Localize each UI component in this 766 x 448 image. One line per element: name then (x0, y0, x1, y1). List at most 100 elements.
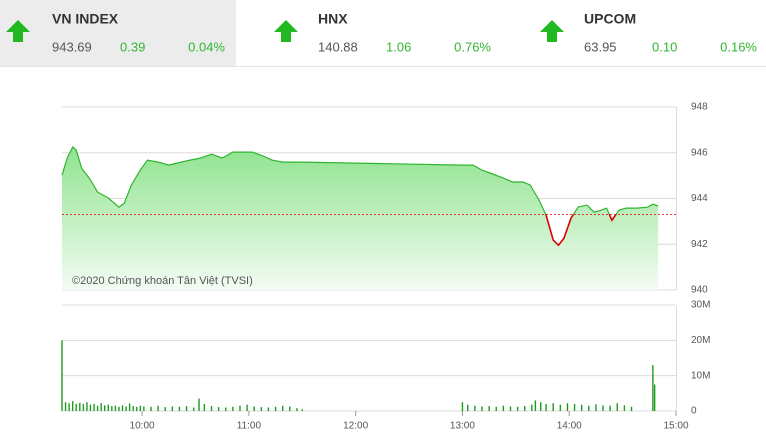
volume-bar (566, 403, 569, 411)
volume-bar (132, 406, 134, 411)
volume-bar (178, 406, 181, 411)
volume-bar (89, 404, 92, 411)
charts: 940 942 944 946 948 ©2020 Chứng khoán Tân Việ… (61, 102, 710, 432)
volume-bar (552, 403, 554, 411)
index-price: 63.95 (584, 39, 617, 54)
volume-bar (652, 365, 654, 411)
volume-bar (104, 405, 106, 411)
volume-bar (114, 405, 117, 411)
volume-bar (107, 404, 109, 411)
volume-bar (93, 403, 95, 411)
index-price: 943.69 (52, 39, 92, 54)
volume-bar (545, 403, 547, 411)
volume-bar (210, 406, 213, 411)
index-change: 1.06 (386, 39, 411, 54)
volume-bar (125, 406, 127, 411)
volume-bar (502, 405, 505, 411)
x-tick-label: 11:00 (237, 421, 262, 432)
volume-bar (534, 400, 537, 411)
volume-bar (509, 406, 512, 411)
x-tick-label: 12:00 (343, 421, 368, 432)
volume-bar (260, 407, 263, 411)
active-tab[interactable] (0, 0, 236, 66)
volume-bar (121, 405, 124, 411)
volume-bar (239, 405, 241, 411)
volume-bar (64, 402, 67, 411)
price-line-up (61, 146, 659, 215)
volume-bar (559, 404, 562, 411)
volume-bar (281, 405, 284, 411)
index-percent: 0.04% (188, 39, 225, 54)
volume-bar (86, 402, 88, 411)
volume-bar (602, 405, 604, 411)
volume-bar (203, 403, 206, 411)
volume-bar (516, 406, 519, 411)
volume-bar (128, 403, 131, 411)
volume-bar (143, 406, 145, 411)
volume-bar (481, 406, 483, 411)
volume-bar (96, 405, 99, 411)
volume-bar (198, 398, 200, 411)
index-tabs: VN INDEX 943.69 0.39 0.04% HNX 140.88 1.06 0.76… (52, 11, 757, 55)
index-change: 0.39 (120, 39, 145, 54)
volume-bar (100, 403, 102, 411)
volume-bar (540, 402, 542, 411)
y-tick-label: 940 (691, 285, 708, 296)
volume-bar (573, 403, 576, 411)
volume-bar (524, 406, 526, 411)
volume-bar (461, 402, 464, 411)
volume-bar (495, 406, 497, 411)
volume-bar (185, 406, 188, 411)
volume-bar (217, 407, 220, 411)
index-change: 0.10 (652, 39, 677, 54)
x-tick-label: 15:00 (663, 421, 688, 432)
volume-bar (588, 405, 590, 411)
volume-bar (467, 404, 469, 411)
volume-bar (595, 404, 597, 411)
y-tick-label: 0 (691, 406, 697, 417)
volume-bar (171, 406, 174, 411)
volume-bar (150, 406, 152, 411)
y-tick-label: 20M (691, 335, 710, 346)
volume-bar (630, 406, 633, 411)
volume-bar (192, 407, 195, 411)
index-name: UPCOM (584, 11, 636, 27)
volume-bar (118, 406, 120, 411)
volume-bar (232, 406, 234, 411)
x-tick-label: 14:00 (557, 421, 582, 432)
volume-bar (296, 408, 298, 411)
volume-bar (136, 406, 138, 411)
volume-bar (253, 406, 255, 411)
volume-bar (488, 406, 490, 411)
volume-bar (79, 402, 81, 411)
index-percent: 0.16% (720, 39, 757, 54)
y-tick-label: 946 (691, 147, 708, 158)
volume-bar (164, 407, 166, 411)
y-tick-label: 948 (691, 102, 708, 113)
volume-bar (616, 403, 618, 411)
volume-bar (474, 405, 476, 411)
x-tick-label: 10:00 (130, 421, 155, 432)
arrows (6, 20, 564, 42)
volume-bar (623, 405, 626, 411)
y-tick-label: 30M (691, 300, 710, 311)
up-arrow (274, 20, 298, 42)
volume-bar (274, 406, 277, 411)
up-arrow (6, 20, 30, 42)
volume-bar (82, 403, 85, 411)
x-tick-label: 13:00 (450, 421, 475, 432)
index-price: 140.88 (318, 39, 358, 54)
volume-bar (139, 405, 142, 411)
volume-bar (580, 404, 583, 411)
volume-bar (609, 405, 611, 411)
volume-bar (267, 407, 270, 411)
volume-bar (301, 409, 303, 411)
y-tick-label: 944 (691, 193, 708, 204)
volume-bar (68, 403, 70, 411)
price-area (62, 147, 659, 290)
volume-bar (653, 384, 656, 411)
volume-bar (246, 404, 248, 411)
y-tick-label: 10M (691, 370, 710, 381)
volume-bar (289, 406, 291, 411)
